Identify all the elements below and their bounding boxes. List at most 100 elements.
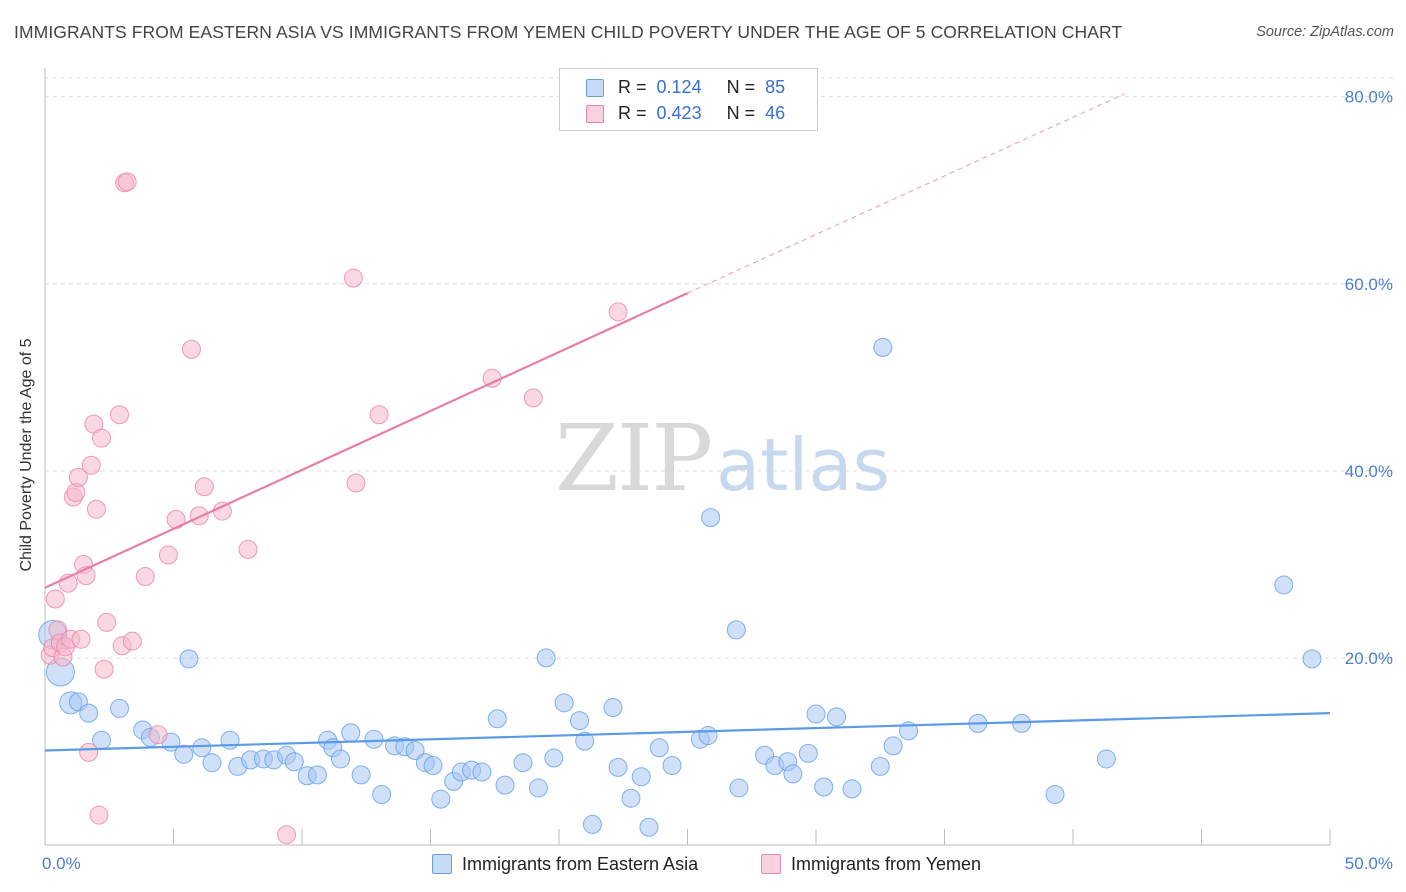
bottom-legend-swatch-blue xyxy=(432,854,452,874)
data-point xyxy=(523,388,543,408)
data-point xyxy=(364,729,384,749)
data-point xyxy=(883,736,903,756)
legend-swatch-pink xyxy=(586,105,604,123)
data-point xyxy=(701,508,721,528)
data-point xyxy=(528,778,548,798)
y-tick-label: 60.0% xyxy=(1345,275,1393,294)
data-point xyxy=(181,339,201,359)
bottom-legend-swatch-pink xyxy=(761,854,781,874)
trend-lines xyxy=(44,93,1331,752)
bottom-legend-label: Immigrants from Yemen xyxy=(791,853,982,874)
data-point xyxy=(631,767,651,787)
data-point xyxy=(174,744,194,764)
data-point xyxy=(94,659,114,679)
bottom-legend-label: Immigrants from Eastern Asia xyxy=(462,853,699,874)
data-point xyxy=(603,698,623,718)
data-point xyxy=(79,742,99,762)
data-point xyxy=(68,467,88,487)
legend-swatch-blue xyxy=(586,79,604,97)
data-point xyxy=(86,499,106,519)
data-point xyxy=(341,723,361,743)
data-point xyxy=(1096,749,1116,769)
data-point xyxy=(92,428,112,448)
legend-n-value: 85 xyxy=(765,77,786,97)
data-point xyxy=(495,775,515,795)
data-point xyxy=(873,337,893,357)
data-point xyxy=(544,748,564,768)
data-point xyxy=(97,612,117,632)
chart-title: IMMIGRANTS FROM EASTERN ASIA VS IMMIGRAN… xyxy=(14,22,1123,42)
data-point xyxy=(194,477,214,497)
data-point xyxy=(536,648,556,668)
data-point xyxy=(79,703,99,723)
legend-r-label: R = xyxy=(618,103,647,123)
data-point xyxy=(307,765,327,785)
data-point xyxy=(608,757,628,777)
data-point xyxy=(513,753,533,773)
data-point xyxy=(842,779,862,799)
y-tick-label: 20.0% xyxy=(1345,649,1393,668)
data-point xyxy=(431,789,451,809)
data-point xyxy=(192,738,212,758)
data-point xyxy=(806,704,826,724)
data-point xyxy=(814,777,834,797)
trend-extension-1 xyxy=(687,93,1125,294)
watermark-zip: ZIP xyxy=(555,405,711,512)
data-point xyxy=(277,825,297,845)
x-tick-label: 50.0% xyxy=(1345,854,1393,873)
watermark: ZIP atlas xyxy=(555,405,890,512)
data-points xyxy=(38,172,1322,845)
data-point xyxy=(135,567,155,587)
data-point xyxy=(554,693,574,713)
data-point xyxy=(45,589,65,609)
data-point xyxy=(1274,575,1294,595)
data-point xyxy=(827,707,847,727)
data-point xyxy=(608,302,628,322)
data-point xyxy=(649,738,669,758)
tick-labels: 20.0% 40.0% 60.0% 80.0% 0.0% 50.0% xyxy=(42,88,1393,873)
bottom-legend-eastern-asia[interactable]: Immigrants from Eastern Asia xyxy=(432,851,698,877)
data-point xyxy=(331,749,351,769)
data-point xyxy=(110,405,130,425)
data-point xyxy=(582,814,602,834)
bottom-legend-yemen[interactable]: Immigrants from Yemen xyxy=(761,851,981,877)
data-point xyxy=(405,741,425,761)
data-point xyxy=(158,545,178,565)
data-point xyxy=(1012,713,1032,733)
data-point xyxy=(220,730,240,750)
legend-r-value: 0.423 xyxy=(656,103,702,123)
y-tick-label: 40.0% xyxy=(1345,462,1393,481)
data-point xyxy=(202,753,222,773)
data-point xyxy=(639,817,659,837)
data-point xyxy=(117,172,137,192)
data-point xyxy=(284,752,304,772)
data-point xyxy=(621,788,641,808)
x-tick-label: 0.0% xyxy=(42,854,81,873)
source-credit[interactable]: Source: ZipAtlas.com xyxy=(1256,24,1394,40)
data-point xyxy=(351,765,371,785)
data-point xyxy=(179,649,199,669)
data-point xyxy=(148,725,168,745)
data-point xyxy=(423,755,443,775)
data-point xyxy=(570,711,590,731)
data-point xyxy=(238,539,258,559)
data-point xyxy=(575,731,595,751)
data-point xyxy=(1302,649,1322,669)
legend-r-value: 0.124 xyxy=(656,77,702,97)
data-point xyxy=(343,268,363,288)
data-point xyxy=(662,755,682,775)
axes xyxy=(44,68,1331,846)
data-point xyxy=(798,743,818,763)
data-point xyxy=(71,629,91,649)
trend-line-1 xyxy=(44,292,688,589)
data-point xyxy=(372,784,392,804)
series-points-1 xyxy=(40,172,628,845)
data-point xyxy=(346,473,366,493)
correlation-legend: R = 0.124 N = 85 R = 0.423 N = 46 xyxy=(559,68,818,131)
gridlines xyxy=(45,77,1393,659)
legend-r-label: R = xyxy=(618,77,647,97)
data-point xyxy=(81,455,101,475)
data-point xyxy=(369,405,389,425)
data-point xyxy=(698,726,718,746)
